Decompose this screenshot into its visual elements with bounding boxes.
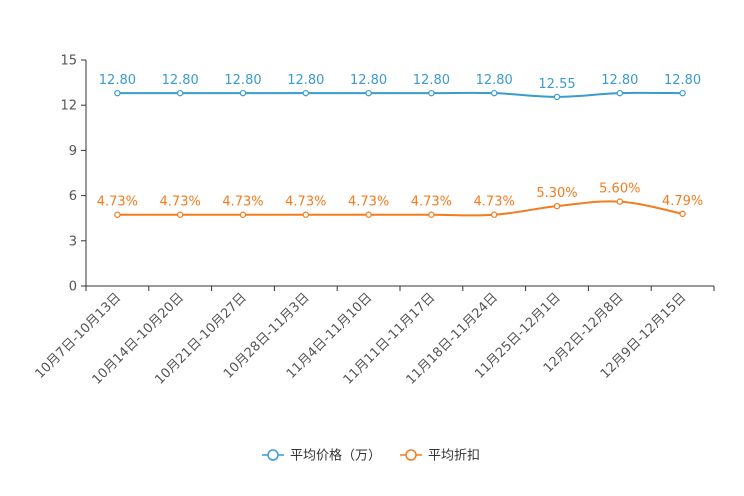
- data-label: 5.30%: [536, 186, 577, 201]
- data-label: 12.80: [601, 73, 638, 88]
- data-point[interactable]: [679, 89, 686, 97]
- data-label: 4.73%: [222, 195, 263, 210]
- data-point[interactable]: [616, 198, 624, 205]
- series-line: [117, 200, 683, 217]
- y-tick-label: 9: [69, 144, 77, 159]
- legend-marker-icon: [267, 449, 279, 461]
- data-label: 4.73%: [348, 195, 389, 210]
- legend-label: 平均折扣: [428, 449, 480, 464]
- data-point[interactable]: [428, 89, 435, 97]
- data-point[interactable]: [428, 211, 435, 218]
- data-label: 12.80: [350, 73, 387, 88]
- data-point[interactable]: [176, 211, 184, 218]
- data-point[interactable]: [365, 89, 372, 97]
- data-label: 12.80: [162, 73, 199, 88]
- legend-item-average-price[interactable]: 平均价格（万）: [262, 448, 381, 464]
- series-average-discount: 4.73% 4.73% 4.73% 4.73% 4.73% 4.73% 4.73% 5.30%…: [97, 182, 703, 218]
- data-point[interactable]: [114, 89, 121, 97]
- data-label: 12.80: [476, 73, 513, 88]
- data-point[interactable]: [679, 210, 686, 218]
- y-tick-label: 15: [60, 54, 77, 69]
- data-label: 12.80: [99, 73, 136, 88]
- data-point[interactable]: [302, 211, 309, 218]
- y-tick-label: 3: [69, 234, 77, 249]
- data-point[interactable]: [616, 89, 624, 97]
- data-point[interactable]: [365, 211, 372, 218]
- legend-marker-icon: [405, 449, 417, 461]
- data-label: 12.80: [664, 73, 701, 88]
- data-label: 4.73%: [285, 195, 326, 210]
- legend-label: 平均价格（万）: [290, 448, 381, 464]
- data-point[interactable]: [239, 89, 247, 97]
- legend: 平均价格（万） 平均折扣: [262, 448, 480, 464]
- data-label: 12.80: [413, 73, 450, 88]
- legend-item-average-discount[interactable]: 平均折扣: [400, 449, 480, 464]
- x-axis-ticks: 10月7日-10月13日10月14日-10月20日10月21日-10月27日10…: [33, 286, 715, 388]
- data-label: 4.79%: [662, 194, 703, 209]
- data-label: 4.73%: [160, 195, 201, 210]
- data-point[interactable]: [302, 89, 309, 97]
- data-point[interactable]: [491, 89, 498, 97]
- data-label: 12.80: [287, 73, 324, 88]
- series-line: [117, 91, 683, 98]
- data-point[interactable]: [114, 211, 121, 218]
- data-label: 4.73%: [97, 195, 138, 210]
- data-point[interactable]: [553, 93, 561, 101]
- data-label: 12.80: [224, 73, 261, 88]
- data-label: 4.73%: [474, 195, 515, 210]
- y-tick-label: 6: [69, 189, 77, 204]
- series-layer: 12.80 12.80 12.80 12.80 12.80 12.80 12.80 12.55…: [97, 73, 703, 218]
- y-tick-label: 0: [69, 280, 77, 295]
- data-label: 12.55: [538, 77, 575, 92]
- data-point[interactable]: [553, 202, 561, 210]
- data-point[interactable]: [491, 211, 498, 218]
- data-point[interactable]: [176, 89, 184, 97]
- series-average-price: 12.80 12.80 12.80 12.80 12.80 12.80 12.80 12.55…: [99, 73, 701, 101]
- data-point[interactable]: [239, 211, 247, 218]
- y-tick-label: 12: [60, 99, 77, 114]
- data-label: 5.60%: [599, 182, 640, 197]
- y-axis-ticks: 0 3 6 9 12 15: [60, 54, 86, 295]
- data-label: 4.73%: [411, 195, 452, 210]
